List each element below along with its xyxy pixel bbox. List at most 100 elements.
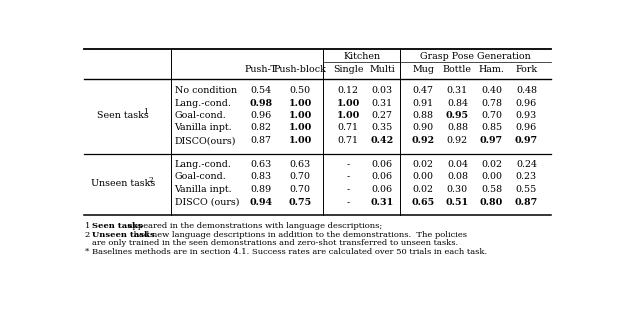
Text: 0.93: 0.93 bbox=[516, 111, 537, 120]
Text: 0.88: 0.88 bbox=[447, 123, 468, 132]
Text: 0.94: 0.94 bbox=[249, 198, 272, 207]
Text: 0.65: 0.65 bbox=[412, 198, 435, 207]
Text: 0.92: 0.92 bbox=[412, 136, 435, 145]
Text: 0.31: 0.31 bbox=[372, 98, 393, 108]
Text: had new language descriptions in addition to the demonstrations.  The policies: had new language descriptions in additio… bbox=[131, 231, 467, 239]
Text: 0.31: 0.31 bbox=[371, 198, 394, 207]
Text: 0.63: 0.63 bbox=[250, 160, 271, 169]
Text: 1.00: 1.00 bbox=[337, 98, 360, 108]
Text: Seen tasks: Seen tasks bbox=[92, 222, 143, 230]
Text: 0.78: 0.78 bbox=[481, 98, 502, 108]
Text: 0.51: 0.51 bbox=[446, 198, 469, 207]
Text: Kitchen: Kitchen bbox=[343, 52, 380, 61]
Text: 2: 2 bbox=[84, 231, 90, 239]
Text: 2: 2 bbox=[148, 176, 153, 184]
Text: 0.70: 0.70 bbox=[290, 172, 310, 182]
Text: Vanilla inpt.: Vanilla inpt. bbox=[175, 185, 232, 194]
Text: 0.31: 0.31 bbox=[447, 86, 468, 95]
Text: DISCO(ours): DISCO(ours) bbox=[175, 136, 236, 145]
Text: 1.00: 1.00 bbox=[289, 98, 312, 108]
Text: 0.87: 0.87 bbox=[515, 198, 538, 207]
Text: Goal-cond.: Goal-cond. bbox=[175, 172, 227, 182]
Text: -: - bbox=[346, 160, 350, 169]
Text: No condition: No condition bbox=[175, 86, 237, 95]
Text: 1.00: 1.00 bbox=[289, 111, 312, 120]
Text: 0.83: 0.83 bbox=[250, 172, 271, 182]
Text: 0.03: 0.03 bbox=[372, 86, 393, 95]
Text: 0.87: 0.87 bbox=[250, 136, 271, 145]
Text: Goal-cond.: Goal-cond. bbox=[175, 111, 227, 120]
Text: 0.08: 0.08 bbox=[447, 172, 468, 182]
Text: 0.97: 0.97 bbox=[515, 136, 538, 145]
Text: Multi: Multi bbox=[369, 66, 395, 74]
Text: 0.98: 0.98 bbox=[249, 98, 272, 108]
Text: 0.97: 0.97 bbox=[480, 136, 503, 145]
Text: 0.90: 0.90 bbox=[413, 123, 434, 132]
Text: 0.40: 0.40 bbox=[481, 86, 502, 95]
Text: Bottle: Bottle bbox=[443, 66, 472, 74]
Text: 0.71: 0.71 bbox=[338, 136, 358, 145]
Text: 0.06: 0.06 bbox=[372, 185, 393, 194]
Text: 0.92: 0.92 bbox=[447, 136, 468, 145]
Text: Baselines methods are in section 4.1. Success rates are calculated over 50 trial: Baselines methods are in section 4.1. Su… bbox=[92, 248, 488, 256]
Text: 0.80: 0.80 bbox=[480, 198, 503, 207]
Text: 0.84: 0.84 bbox=[447, 98, 468, 108]
Text: 0.75: 0.75 bbox=[289, 198, 312, 207]
Text: Vanilla inpt.: Vanilla inpt. bbox=[175, 123, 232, 132]
Text: Grasp Pose Generation: Grasp Pose Generation bbox=[420, 52, 531, 61]
Text: 0.02: 0.02 bbox=[413, 160, 434, 169]
Text: 0.55: 0.55 bbox=[516, 185, 537, 194]
Text: 0.24: 0.24 bbox=[516, 160, 537, 169]
Text: 0.48: 0.48 bbox=[516, 86, 537, 95]
Text: 0.96: 0.96 bbox=[516, 98, 537, 108]
Text: Push-T: Push-T bbox=[244, 66, 277, 74]
Text: -: - bbox=[346, 198, 350, 207]
Text: 1.00: 1.00 bbox=[289, 136, 312, 145]
Text: 0.54: 0.54 bbox=[250, 86, 271, 95]
Text: 0.04: 0.04 bbox=[447, 160, 468, 169]
Text: 0.82: 0.82 bbox=[250, 123, 271, 132]
Text: 0.88: 0.88 bbox=[413, 111, 434, 120]
Text: 1.00: 1.00 bbox=[289, 123, 312, 132]
Text: -: - bbox=[346, 185, 350, 194]
Text: 0.00: 0.00 bbox=[481, 172, 502, 182]
Text: 0.35: 0.35 bbox=[372, 123, 393, 132]
Text: 0.96: 0.96 bbox=[250, 111, 271, 120]
Text: 0.71: 0.71 bbox=[338, 123, 358, 132]
Text: 0.23: 0.23 bbox=[516, 172, 537, 182]
Text: 0.27: 0.27 bbox=[372, 111, 393, 120]
Text: DISCO (ours): DISCO (ours) bbox=[175, 198, 239, 207]
Text: 0.58: 0.58 bbox=[481, 185, 502, 194]
Text: Fork: Fork bbox=[515, 66, 538, 74]
Text: Lang.-cond.: Lang.-cond. bbox=[175, 160, 232, 169]
Text: Single: Single bbox=[333, 66, 364, 74]
Text: 0.47: 0.47 bbox=[413, 86, 434, 95]
Text: 1: 1 bbox=[84, 222, 90, 230]
Text: are only trained in the seen demonstrations and zero-shot transferred to unseen : are only trained in the seen demonstrati… bbox=[92, 239, 458, 247]
Text: 0.02: 0.02 bbox=[481, 160, 502, 169]
Text: appeared in the demonstrations with language descriptions;: appeared in the demonstrations with lang… bbox=[125, 222, 382, 230]
Text: Unseen tasks: Unseen tasks bbox=[90, 179, 158, 188]
Text: 0.70: 0.70 bbox=[481, 111, 502, 120]
Text: 1: 1 bbox=[143, 108, 148, 116]
Text: 0.42: 0.42 bbox=[371, 136, 394, 145]
Text: 0.91: 0.91 bbox=[413, 98, 434, 108]
Text: 0.96: 0.96 bbox=[516, 123, 537, 132]
Text: Seen tasks: Seen tasks bbox=[97, 111, 152, 120]
Text: 0.06: 0.06 bbox=[372, 172, 393, 182]
Text: 0.30: 0.30 bbox=[447, 185, 468, 194]
Text: 1.00: 1.00 bbox=[337, 111, 360, 120]
Text: Unseen tasks: Unseen tasks bbox=[92, 231, 155, 239]
Text: 0.06: 0.06 bbox=[372, 160, 393, 169]
Text: 0.70: 0.70 bbox=[290, 185, 310, 194]
Text: 0.00: 0.00 bbox=[413, 172, 434, 182]
Text: Ham.: Ham. bbox=[479, 66, 504, 74]
Text: -: - bbox=[346, 172, 350, 182]
Text: Lang.-cond.: Lang.-cond. bbox=[175, 98, 232, 108]
Text: Mug: Mug bbox=[412, 66, 435, 74]
Text: 0.89: 0.89 bbox=[250, 185, 271, 194]
Text: Push-block: Push-block bbox=[274, 66, 326, 74]
Text: 0.95: 0.95 bbox=[446, 111, 469, 120]
Text: 0.85: 0.85 bbox=[481, 123, 502, 132]
Text: 0.63: 0.63 bbox=[289, 160, 311, 169]
